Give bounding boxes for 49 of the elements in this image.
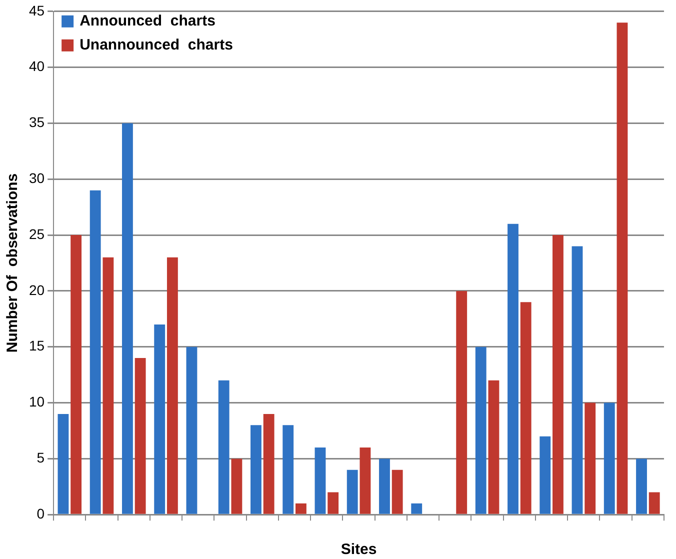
legend-label: Announced charts [80, 12, 216, 30]
bar [648, 492, 660, 514]
y-tick-label: 5 [36, 450, 45, 466]
bar [411, 503, 422, 514]
bar [379, 458, 390, 514]
bar [250, 425, 262, 514]
y-tick-label: 0 [36, 505, 45, 522]
bar [102, 257, 114, 514]
y-axis-title: Number Of observations [4, 173, 22, 353]
bar [166, 257, 178, 514]
bar [520, 302, 532, 514]
bar [282, 425, 294, 514]
y-tick-label: 15 [28, 338, 45, 354]
bar [572, 246, 583, 514]
bar [328, 492, 339, 514]
y-tick-label: 45 [28, 2, 45, 18]
bar [584, 402, 596, 514]
bar [154, 324, 166, 514]
bar [456, 290, 468, 514]
bar [122, 123, 133, 514]
y-tick-label: 35 [28, 114, 45, 130]
x-axis-title: Sites [340, 541, 377, 558]
y-tick-label: 20 [28, 282, 45, 298]
legend-label: Unannounced charts [80, 36, 233, 54]
bar [360, 448, 371, 514]
y-tick-label: 25 [28, 226, 45, 242]
bar [604, 402, 615, 514]
bar [392, 470, 403, 514]
bar [218, 380, 230, 514]
bar [346, 470, 358, 514]
bar [90, 190, 101, 514]
bar [616, 22, 628, 514]
bar [488, 380, 500, 514]
y-tick-label: 30 [28, 170, 45, 186]
bar [70, 235, 82, 514]
bar [263, 414, 274, 514]
bar [508, 224, 518, 514]
y-tick-label: 10 [28, 394, 45, 410]
y-tick-label: 40 [28, 58, 45, 74]
bar [186, 346, 198, 514]
bar [475, 346, 486, 514]
bar [58, 414, 69, 514]
bar [552, 235, 564, 514]
bar [636, 458, 647, 514]
bar [231, 458, 242, 514]
bar [134, 358, 146, 514]
bar [314, 448, 326, 514]
bar [295, 503, 306, 514]
bar [540, 436, 551, 514]
